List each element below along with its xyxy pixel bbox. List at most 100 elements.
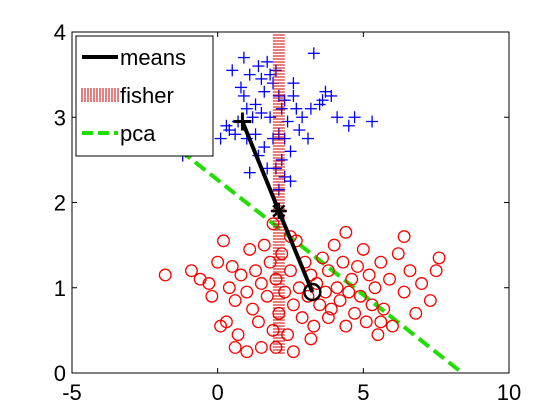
- legend-label-pca: pca: [120, 121, 156, 146]
- class2-point: [333, 294, 347, 307]
- class2-point: [374, 255, 388, 269]
- class2-point: [415, 277, 429, 290]
- class2-point: [353, 289, 367, 303]
- class2-point: [240, 285, 254, 299]
- class2-point: [211, 255, 225, 269]
- class2-point: [269, 272, 283, 286]
- class1-point: [287, 77, 300, 90]
- class1-point: [348, 111, 361, 124]
- class2-point: [217, 234, 230, 248]
- y-tick-label: 3: [54, 105, 66, 130]
- class1-point: [249, 98, 262, 111]
- class2-point: [409, 306, 423, 320]
- class2-point: [324, 302, 338, 316]
- class2-point: [225, 259, 239, 273]
- class2-point: [205, 289, 219, 303]
- class2-point: [313, 298, 327, 312]
- fisher-line: [272, 32, 285, 354]
- class2-point: [321, 264, 335, 278]
- x-tick-label: 0: [212, 380, 224, 405]
- class2-point: [158, 268, 172, 282]
- class2-point: [330, 281, 344, 295]
- class2-point: [368, 281, 382, 295]
- class2-point: [356, 242, 370, 256]
- class1-point: [261, 55, 274, 68]
- class1-point: [258, 85, 271, 98]
- mean-marker-3: [303, 282, 322, 302]
- class2-point: [249, 264, 262, 278]
- class1-point: [237, 89, 250, 102]
- class2-point: [228, 294, 242, 307]
- class1-point: [316, 94, 329, 107]
- class2-point: [257, 238, 271, 252]
- class1-point: [226, 64, 239, 77]
- class2-point: [228, 340, 242, 354]
- class1-point: [258, 141, 271, 154]
- plot-data: [158, 32, 464, 373]
- class2-point: [295, 311, 309, 325]
- class2-point: [286, 298, 300, 312]
- class1-point: [255, 72, 268, 85]
- class1-point: [249, 128, 262, 141]
- class2-point: [202, 277, 216, 290]
- class1-point: [252, 60, 265, 73]
- class2-point: [432, 251, 446, 265]
- class2-point: [263, 255, 277, 269]
- class1-point: [342, 119, 355, 132]
- class1-point: [304, 102, 317, 115]
- class2-point: [359, 315, 373, 329]
- class2-point: [266, 323, 280, 337]
- class2-point: [184, 264, 198, 278]
- class2-point: [301, 289, 315, 303]
- legend-label-means: means: [120, 45, 186, 70]
- class1-point: [243, 68, 256, 81]
- y-tick-label: 0: [54, 361, 66, 386]
- class2-point: [240, 345, 254, 359]
- legend: means fisher pca: [75, 35, 214, 157]
- class1-point: [296, 111, 309, 124]
- class2-point: [327, 238, 341, 252]
- class2-point: [254, 340, 268, 354]
- class2-point: [252, 315, 265, 329]
- class2-point: [339, 225, 353, 239]
- class2-point: [345, 272, 359, 286]
- class2-point: [307, 319, 321, 333]
- class2-point: [304, 332, 318, 346]
- class1-point: [290, 102, 303, 115]
- class2-point: [403, 264, 417, 278]
- class1-point: [240, 102, 253, 115]
- class1-point: [255, 106, 268, 119]
- class2-point: [397, 230, 411, 244]
- class2-point: [377, 302, 391, 316]
- class2-point: [386, 319, 399, 333]
- x-tick-label: -5: [62, 380, 82, 405]
- y-tick-label: 4: [54, 20, 66, 45]
- class2-point: [214, 319, 228, 333]
- class2-point: [286, 345, 300, 359]
- class2-point: [339, 319, 353, 333]
- class2-point: [321, 311, 335, 325]
- class2-point: [260, 289, 274, 303]
- class2-point: [429, 264, 443, 278]
- class1-point: [307, 47, 320, 60]
- class2-point: [234, 268, 248, 282]
- x-tick-label: 5: [357, 380, 369, 405]
- mean-marker-ray: [272, 204, 286, 218]
- class2-point: [348, 306, 362, 320]
- class1-point: [284, 145, 297, 158]
- class1-point: [214, 132, 227, 145]
- class2-point: [383, 272, 397, 286]
- class1-point: [243, 166, 256, 179]
- pca-line: [163, 136, 464, 373]
- mean-marker-2: [270, 203, 287, 220]
- class2-point: [362, 268, 376, 282]
- class1-point: [246, 111, 259, 124]
- class2-point: [243, 242, 257, 256]
- x-tick-label: 10: [497, 380, 521, 405]
- class2-point: [231, 328, 245, 342]
- class1-point: [301, 132, 314, 145]
- class2-point: [365, 298, 379, 312]
- class2-point: [254, 277, 268, 290]
